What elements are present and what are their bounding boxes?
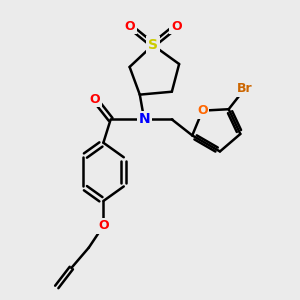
Text: O: O bbox=[89, 92, 100, 106]
Text: Br: Br bbox=[237, 82, 253, 95]
Text: O: O bbox=[197, 104, 208, 117]
Text: O: O bbox=[171, 20, 181, 33]
Text: O: O bbox=[124, 20, 135, 33]
Text: O: O bbox=[98, 219, 109, 232]
Text: N: N bbox=[138, 112, 150, 126]
Text: S: S bbox=[148, 38, 158, 52]
